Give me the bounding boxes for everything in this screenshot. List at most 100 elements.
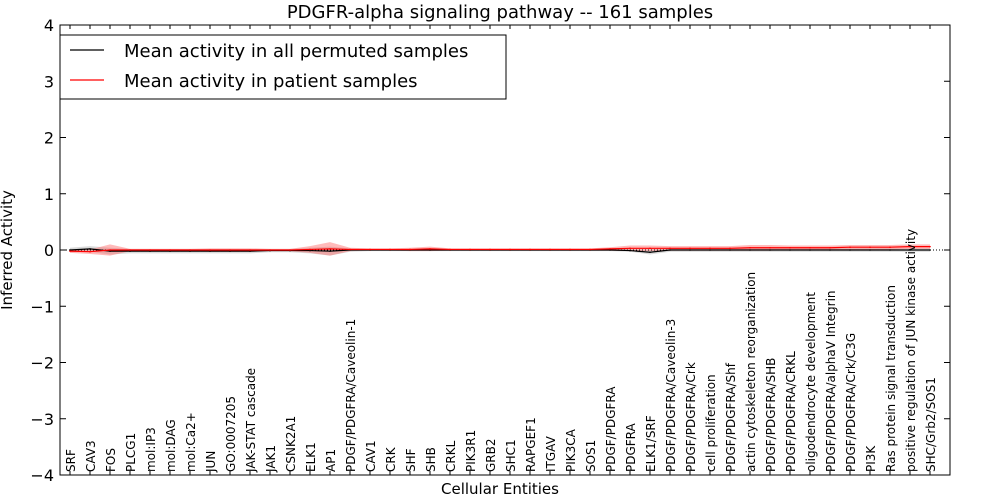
legend: Mean activity in all permuted samples Me…: [59, 34, 507, 100]
x-tick-label: PDGF/PDGFRA/CRKL: [784, 351, 798, 472]
permuted-mean-line-point: [309, 249, 311, 252]
permuted-mean-line-point: [689, 249, 691, 251]
x-tick-label: PDGFRA: [624, 422, 638, 472]
permuted-mean-line-point: [749, 249, 751, 251]
permuted-mean-line-point: [129, 250, 131, 252]
patient-mean-line-point: [469, 248, 471, 251]
patient-mean-line-point: [669, 247, 671, 250]
legend-patient-label: Mean activity in patient samples: [124, 71, 418, 92]
x-tick-label: PDGF/PDGFRA/Crk/C3G: [844, 333, 858, 472]
y-tick-label: 1: [44, 185, 54, 204]
x-tick-label: PI3K: [864, 445, 878, 472]
permuted-mean-line-point: [829, 249, 831, 251]
patient-mean-line-point: [109, 249, 111, 251]
permuted-mean-line-point: [709, 249, 711, 251]
permuted-mean-line-point: [89, 248, 91, 250]
x-tick-label: PIK3CA: [564, 428, 578, 472]
patient-mean-line-point: [349, 248, 351, 251]
x-tick-label: CRK: [384, 446, 398, 472]
patient-mean-line-point: [429, 248, 431, 250]
x-tick-label: oligodendrocyte development: [804, 292, 818, 472]
series-lines: [69, 245, 931, 254]
patient-mean-line-point: [389, 248, 391, 251]
y-tick-label: −2: [30, 354, 54, 373]
x-tick-label: PIK3R1: [464, 430, 478, 472]
x-tick-label: SOS1: [584, 440, 598, 472]
x-tick-label: SHC/Grb2/SOS1: [924, 377, 938, 472]
patient-mean-line-point: [749, 246, 751, 249]
x-tick-label: PDGF/PDGFRA/Caveolin-1: [344, 319, 358, 472]
x-tick-label: mol:DAG: [164, 419, 178, 472]
patient-mean-line-point: [329, 248, 331, 250]
patient-mean-line-point: [409, 248, 411, 251]
x-tick-label: Ras protein signal transduction: [884, 285, 898, 472]
x-tick-label: CSNK2A1: [284, 416, 298, 472]
permuted-mean-line-point: [229, 250, 231, 252]
y-tick-label: 0: [44, 241, 54, 260]
x-tick-label: ELK1/SRF: [644, 415, 658, 472]
patient-mean-line-point: [289, 249, 291, 251]
patient-mean-line-point: [809, 246, 811, 249]
patient-mean-line-point: [549, 248, 551, 251]
patient-mean-line-point: [789, 246, 791, 249]
y-tick-label: −3: [30, 410, 54, 429]
patient-mean-line-point: [189, 249, 191, 251]
legend-permuted-label: Mean activity in all permuted samples: [124, 41, 468, 62]
patient-mean-line-point: [169, 249, 171, 251]
x-tick-label: GO:0007205: [224, 396, 238, 472]
patient-mean-line-point: [569, 248, 571, 251]
patient-mean-line-point: [309, 248, 311, 251]
permuted-mean-line-point: [329, 250, 331, 252]
patient-mean-line-point: [709, 247, 711, 250]
x-tick-label: cell proliferation: [704, 374, 718, 472]
x-tick-label: PDGF/PDGFRA/Shf: [724, 362, 738, 472]
permuted-mean-line-point: [189, 250, 191, 252]
permuted-mean-line-point: [609, 249, 611, 251]
patient-mean-line-point: [929, 245, 931, 248]
patient-mean-line-point: [649, 247, 651, 250]
patient-mean-line-point: [369, 248, 371, 251]
x-tick-label: PDGF/PDGFRA/alphaV Integrin: [824, 290, 838, 472]
patient-mean-line-point: [889, 246, 891, 248]
y-axis: −4 −3 −2 −1 0 1 2 3 4: [30, 16, 950, 485]
y-tick-label: 3: [44, 72, 54, 91]
x-tick-label: ITGAV: [544, 435, 558, 472]
x-tick-label: JAK-STAT cascade: [244, 368, 258, 473]
permuted-mean-line-point: [849, 249, 851, 251]
permuted-mean-line-point: [769, 249, 771, 251]
x-axis-label: Cellular Entities: [441, 480, 559, 498]
x-tick-label: PDGF/PDGFRA: [604, 386, 618, 472]
patient-mean-line-point: [449, 248, 451, 251]
y-tick-label: −4: [30, 466, 54, 485]
patient-mean-line-point: [829, 246, 831, 249]
x-tick-label: GRB2: [484, 438, 498, 472]
permuted-mean-line-point: [109, 250, 111, 252]
y-tick-label: −1: [30, 297, 54, 316]
patient-mean-line-point: [149, 249, 151, 251]
x-tick-label: CAV3: [84, 440, 98, 472]
patient-mean-line: [69, 246, 930, 253]
permuted-mean-line-point: [909, 249, 911, 251]
y-tick-label: 2: [44, 129, 54, 148]
patient-mean-line-point: [629, 247, 631, 250]
permuted-mean-line-point: [889, 249, 891, 251]
x-tick-label: RAPGEF1: [524, 417, 538, 472]
permuted-mean-line-point: [649, 251, 651, 254]
patient-mean-line-point: [229, 249, 231, 251]
permuted-mean-line-point: [429, 249, 431, 251]
x-tick-label: CRKL: [444, 440, 458, 472]
patient-mean-line-point: [269, 249, 271, 251]
patient-mean-line-point: [609, 248, 611, 250]
x-tick-label: PDGF/PDGFRA/SHB: [764, 358, 778, 472]
patient-mean-line-point: [769, 246, 771, 249]
y-axis-label: Inferred Activity: [0, 190, 16, 310]
x-tick-label: FOS: [104, 448, 118, 472]
permuted-mean-line-point: [789, 249, 791, 251]
x-tick-label: JUN: [204, 451, 218, 473]
x-tick-label: PDGF/PDGFRA/Caveolin-3: [664, 319, 678, 472]
permuted-mean-line-point: [149, 250, 151, 252]
legend-box: [59, 34, 507, 100]
patient-mean-line-point: [129, 249, 131, 251]
patient-mean-line-point: [589, 248, 591, 251]
